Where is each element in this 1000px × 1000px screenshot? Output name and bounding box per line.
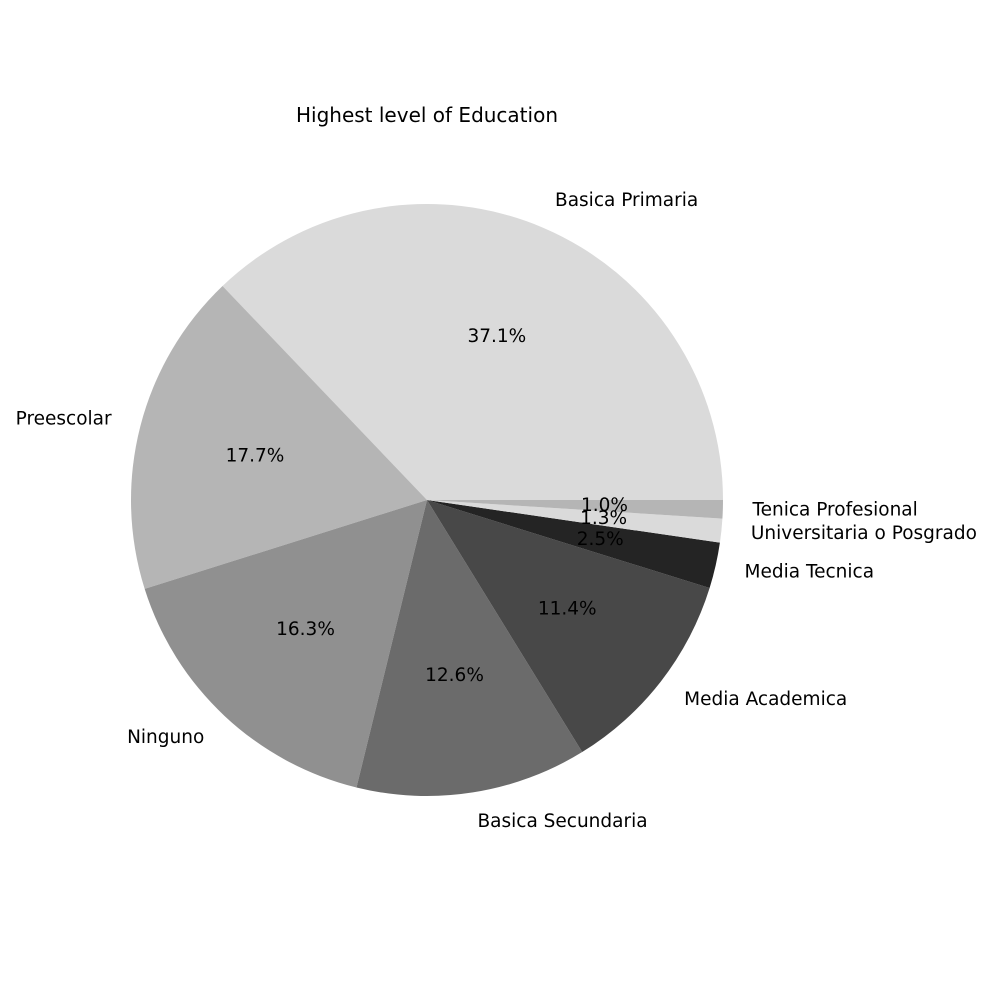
pie-slice-universitaria-o-posgrado bbox=[427, 500, 723, 543]
slice-pct-label-basica-primaria: 37.1% bbox=[467, 326, 526, 347]
pie-slice-media-tecnica bbox=[427, 500, 720, 589]
pie-slice-preescolar bbox=[130, 285, 427, 589]
slice-label-media-academica: Media Academica bbox=[684, 689, 847, 710]
slice-label-basica-secundaria: Basica Secundaria bbox=[477, 811, 647, 832]
slice-label-media-tecnica: Media Tecnica bbox=[745, 562, 875, 583]
pie-slice-basica-primaria bbox=[222, 203, 724, 500]
slice-label-basica-primaria: Basica Primaria bbox=[555, 190, 698, 211]
pie-labels: Basica Primaria 37.1% Preescolar 17.7% Ningu… bbox=[16, 190, 977, 832]
pie-slice-basica-secundaria bbox=[356, 500, 583, 796]
slice-pct-label-media-academica: 11.4% bbox=[538, 598, 597, 619]
slice-pct-label-media-tecnica: 2.5% bbox=[577, 529, 624, 550]
slice-pct-label-ninguno: 16.3% bbox=[276, 619, 335, 640]
chart-title: Highest level of Education bbox=[296, 103, 558, 127]
pie-slice-media-academica bbox=[427, 500, 710, 753]
slice-label-ninguno: Ninguno bbox=[127, 727, 204, 748]
pie-slice-tenica-profesional bbox=[427, 500, 723, 519]
slice-pct-label-basica-secundaria: 12.6% bbox=[425, 665, 484, 686]
slice-label-universitaria-o-posgrado: Universitaria o Posgrado bbox=[751, 523, 977, 544]
slice-pct-label-preescolar: 17.7% bbox=[226, 445, 285, 466]
slice-pct-label-universitaria-o-posgrado: 1.3% bbox=[580, 508, 627, 529]
slice-label-preescolar: Preescolar bbox=[16, 408, 112, 429]
slice-label-tenica-profesional: Tenica Profesional bbox=[751, 500, 917, 521]
pie-slice-ninguno bbox=[144, 500, 428, 788]
pie-slices bbox=[130, 203, 724, 796]
slice-pct-label-tenica-profesional: 1.0% bbox=[581, 495, 628, 516]
